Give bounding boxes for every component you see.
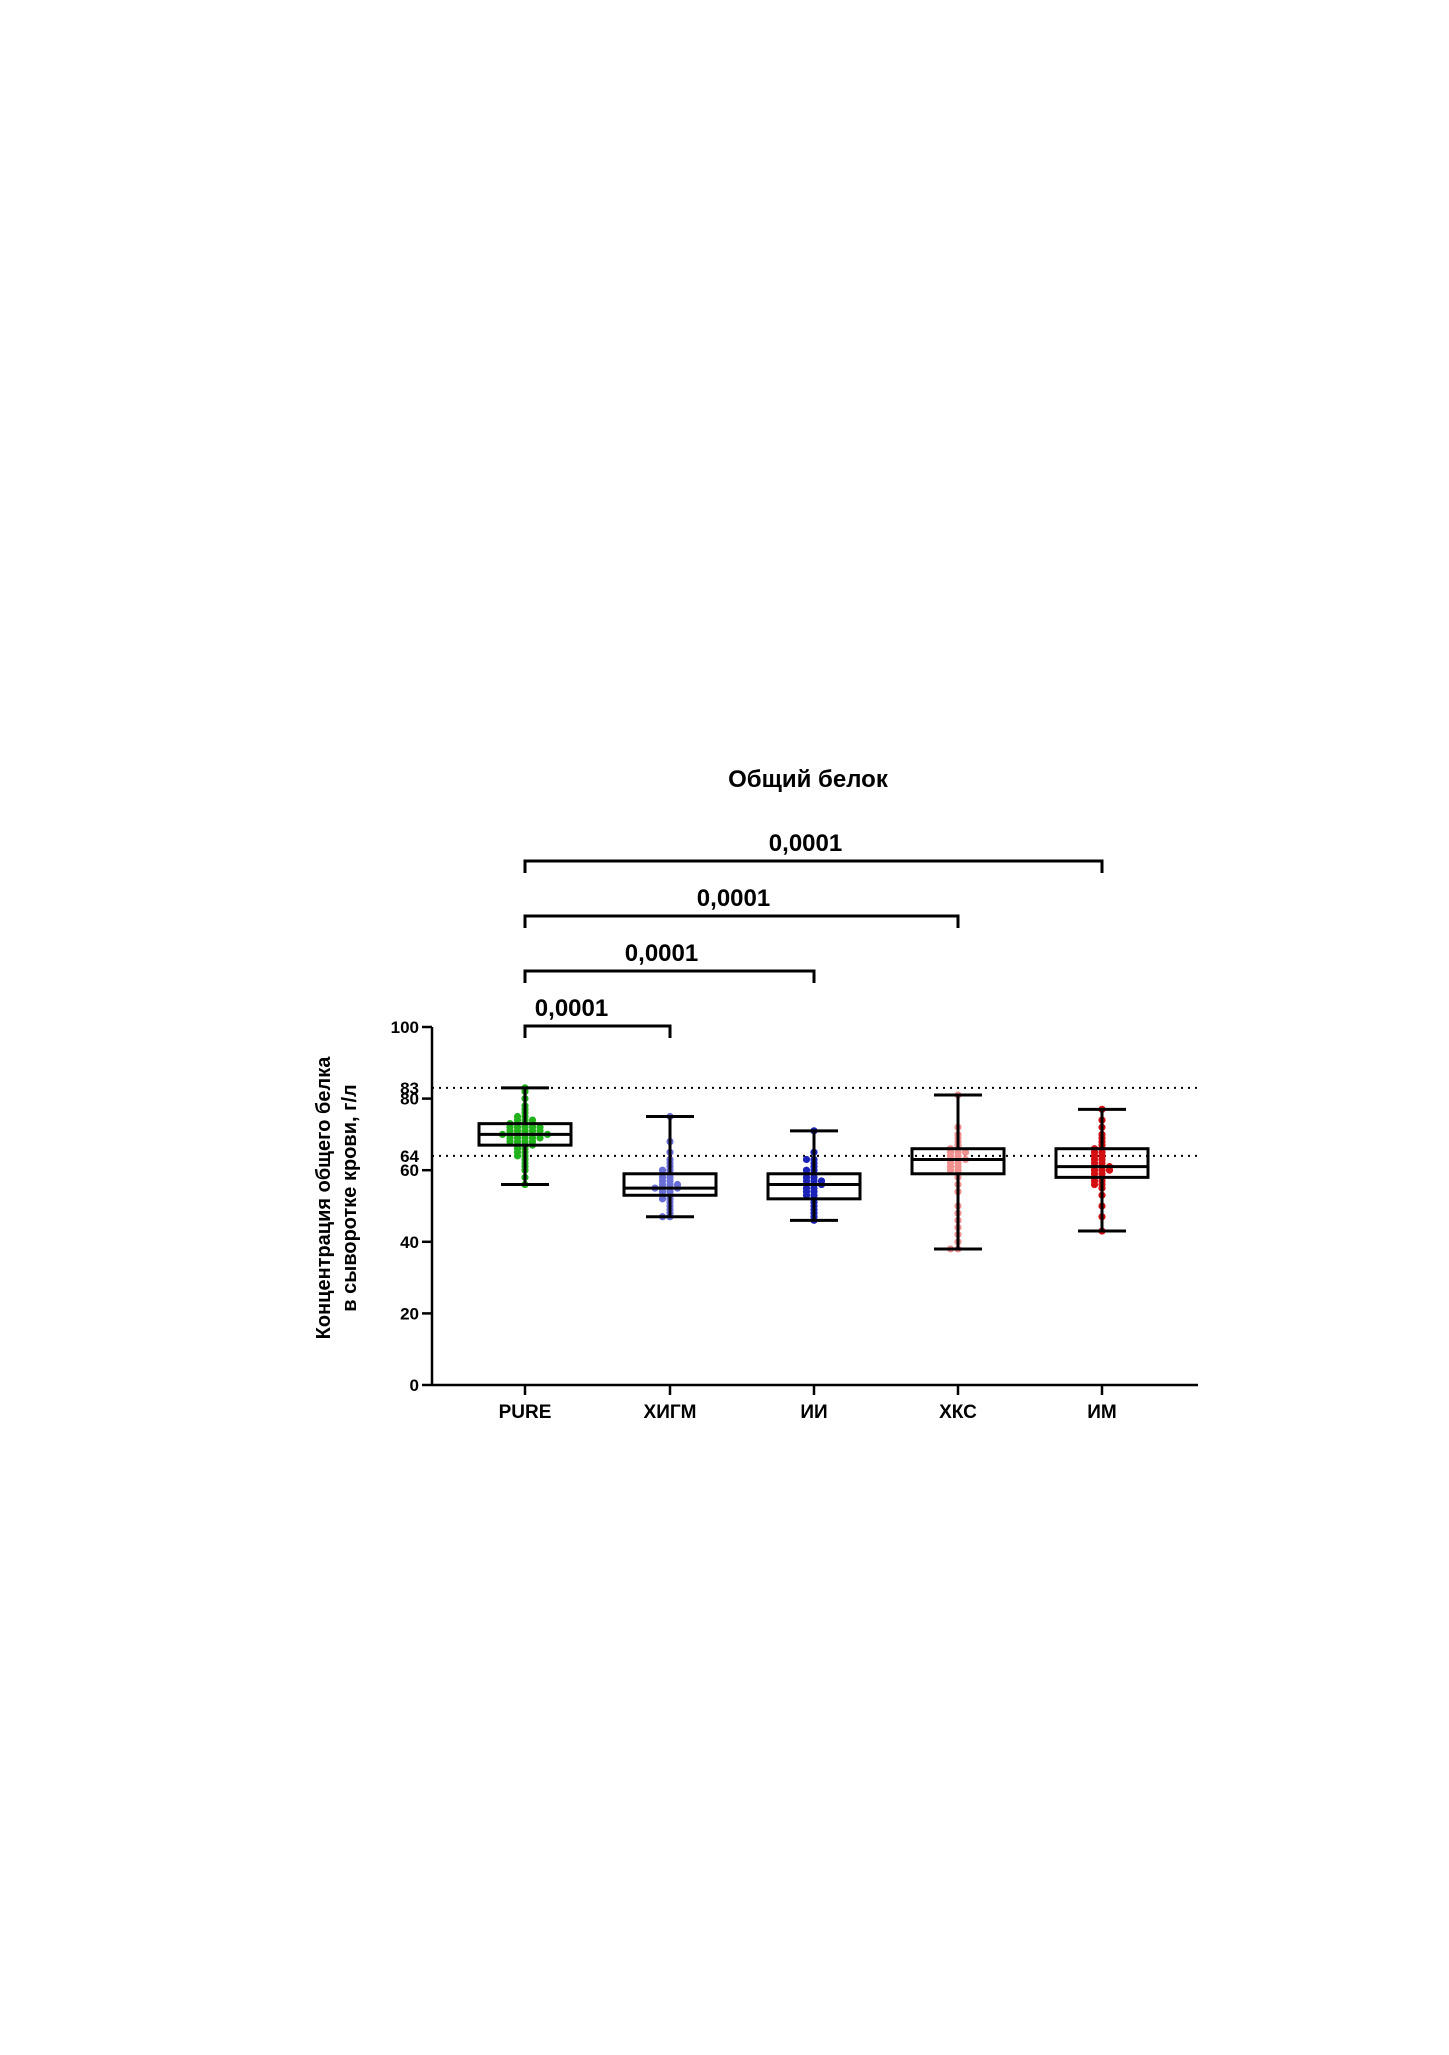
significance-bracket-0 xyxy=(523,1024,672,1038)
significance-bracket-2 xyxy=(523,914,960,928)
x-tick-label-3: ХКС xyxy=(939,1402,977,1423)
data-point-0-47 xyxy=(528,1116,537,1124)
x-tick-label-2: ИИ xyxy=(800,1402,827,1423)
data-point-0-40 xyxy=(536,1123,544,1131)
significance-label-3: 0,0001 xyxy=(769,830,842,857)
box-3 xyxy=(910,1147,1006,1176)
significance-bracket-3 xyxy=(523,859,1104,873)
box-1 xyxy=(622,1172,718,1197)
y-tick-label-20: 20 xyxy=(400,1304,419,1323)
significance-bracket-1 xyxy=(523,969,816,983)
reference-line-label-83: 83 xyxy=(400,1079,419,1098)
y-axis-label-line-1: Концентрация общего белка xyxy=(313,1056,335,1340)
data-point-2-28 xyxy=(802,1155,811,1164)
significance-label-0: 0,0001 xyxy=(535,995,608,1022)
data-point-1-26 xyxy=(658,1166,667,1174)
y-tick-label-80: 80 xyxy=(400,1090,419,1109)
reference-line-label-64: 64 xyxy=(400,1147,419,1166)
data-point-2-18 xyxy=(817,1177,826,1185)
y-tick-label-0: 0 xyxy=(410,1376,419,1395)
plot-area: 83 64 0 20 40 60 80 100 PURE ХИГМ ИИ ХКС ИМ 0,0001 0,0… xyxy=(391,830,1198,1423)
chart-title: Общий белок xyxy=(728,766,889,793)
data-point-1-18 xyxy=(673,1180,682,1189)
x-tick-label-1: ХИГМ xyxy=(644,1402,697,1423)
x-tick-label-0: PURE xyxy=(499,1402,552,1423)
y-tick-label-40: 40 xyxy=(400,1233,419,1252)
data-point-2-24 xyxy=(802,1166,811,1174)
y-tick-label-60: 60 xyxy=(400,1161,419,1180)
x-tick-label-4: ИМ xyxy=(1087,1402,1116,1423)
significance-label-2: 0,0001 xyxy=(697,885,770,912)
box-4 xyxy=(1054,1147,1150,1179)
box-2 xyxy=(766,1172,862,1201)
significance-label-1: 0,0001 xyxy=(625,940,698,967)
y-tick-label-100: 100 xyxy=(391,1018,419,1037)
data-point-0-49 xyxy=(513,1112,522,1121)
data-point-3-25 xyxy=(961,1148,970,1156)
y-axis-label-line-2: в сыворотке крови, г/л xyxy=(339,1084,361,1311)
